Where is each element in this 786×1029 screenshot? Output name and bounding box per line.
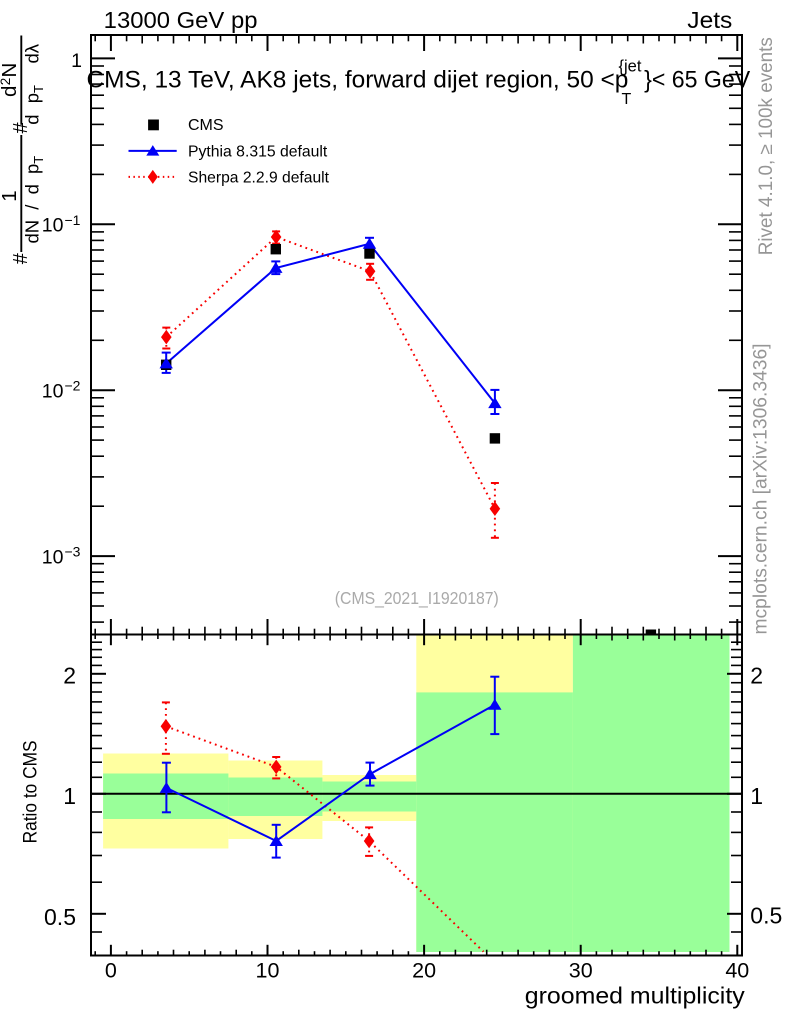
svg-text:2: 2 — [750, 662, 763, 688]
svg-text:T: T — [622, 91, 632, 108]
svg-text:groomed multiplicity: groomed multiplicity — [525, 983, 745, 1009]
svg-text:dN / d pT: dN / d pT — [21, 156, 46, 244]
svg-text:2: 2 — [0, 78, 13, 86]
svg-text:d: d — [0, 86, 21, 97]
svg-text:CMS, 13 TeV, AK8 jets, forward: CMS, 13 TeV, AK8 jets, forward dijet reg… — [87, 67, 629, 94]
svg-text:0: 0 — [105, 959, 117, 983]
svg-text:−1: −1 — [65, 212, 81, 228]
svg-text:13000 GeV pp: 13000 GeV pp — [104, 7, 258, 33]
svg-text:mcplots.cern.ch [arXiv:1306.34: mcplots.cern.ch [arXiv:1306.3436] — [751, 344, 772, 635]
svg-text:10: 10 — [42, 381, 64, 403]
svg-text:CMS: CMS — [188, 117, 224, 134]
svg-text:Rivet 4.1.0, ≥ 100k events: Rivet 4.1.0, ≥ 100k events — [756, 37, 777, 255]
svg-text:#: # — [10, 122, 32, 134]
svg-text:1: 1 — [63, 783, 76, 809]
svg-text:−2: −2 — [65, 378, 81, 394]
svg-text:−3: −3 — [65, 544, 81, 560]
svg-text:{jet: {jet — [619, 58, 642, 76]
svg-text:1: 1 — [0, 190, 21, 201]
svg-text:(CMS_2021_I1920187): (CMS_2021_I1920187) — [335, 588, 499, 608]
svg-text:}< 65 GeV: }< 65 GeV — [644, 67, 750, 94]
svg-text:30: 30 — [569, 959, 593, 983]
svg-text:10: 10 — [42, 546, 64, 568]
svg-text:0.5: 0.5 — [44, 904, 76, 930]
svg-text:Pythia 8.315 default: Pythia 8.315 default — [188, 143, 328, 160]
svg-text:#: # — [10, 252, 32, 264]
svg-text:10: 10 — [42, 215, 64, 237]
svg-text:40: 40 — [725, 959, 749, 983]
svg-text:0.5: 0.5 — [750, 903, 782, 929]
svg-text:20: 20 — [412, 959, 436, 983]
svg-text:d pT: d pT — [21, 85, 46, 125]
svg-text:10: 10 — [256, 959, 280, 983]
svg-text:2: 2 — [63, 662, 76, 688]
svg-text:Sherpa 2.2.9 default: Sherpa 2.2.9 default — [188, 170, 330, 187]
svg-text:1: 1 — [750, 783, 763, 809]
svg-text:N: N — [0, 63, 21, 78]
svg-text:Ratio to CMS: Ratio to CMS — [20, 740, 42, 843]
svg-text:dλ: dλ — [21, 43, 42, 63]
svg-text:1: 1 — [71, 50, 82, 72]
svg-text:Jets: Jets — [687, 7, 732, 33]
